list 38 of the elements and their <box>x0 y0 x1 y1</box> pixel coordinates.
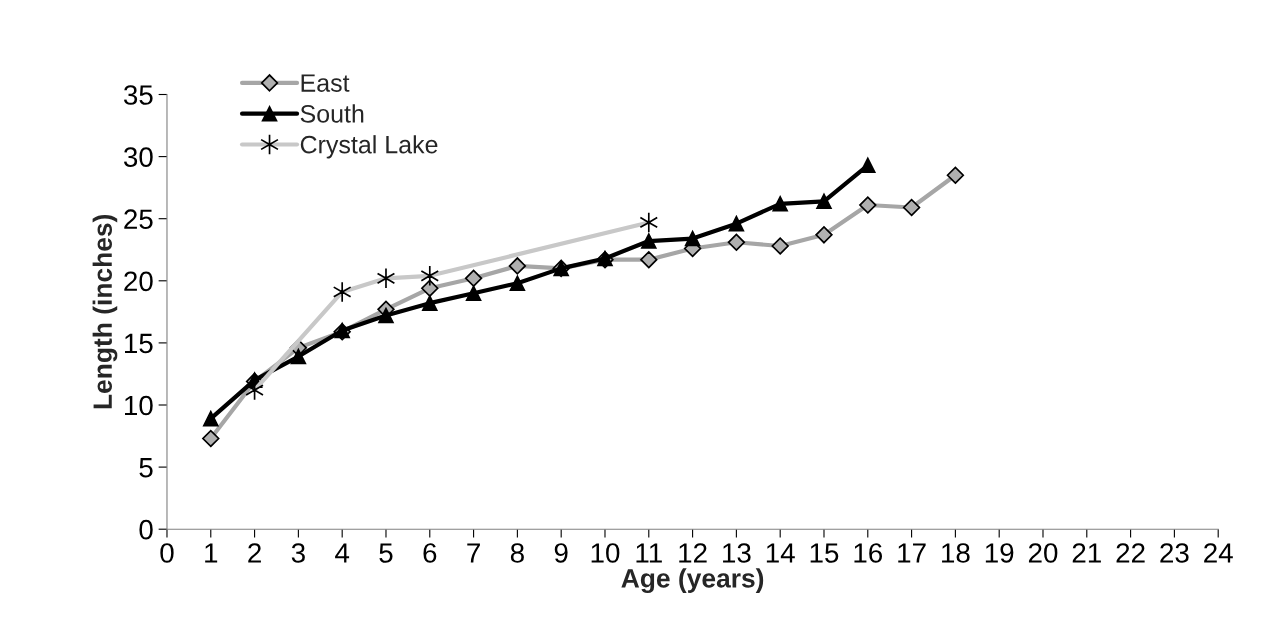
x-tick-label: 6 <box>423 543 437 563</box>
y-tick-label: 15 <box>125 333 153 354</box>
x-tick-label: 2 <box>248 543 261 563</box>
x-tick-label: 12 <box>679 543 707 563</box>
y-tick-label: 0 <box>139 519 153 540</box>
x-tick-label: 24 <box>1204 543 1233 563</box>
y-tick-label: 10 <box>125 395 153 416</box>
y-tick-label: 35 <box>123 85 153 105</box>
x-tick-label: 0 <box>160 543 174 563</box>
legend-label: Crystal Lake <box>300 135 438 159</box>
x-tick-label: 19 <box>985 543 1014 563</box>
y-tick-label: 30 <box>123 147 153 167</box>
x-tick-label: 7 <box>467 543 480 563</box>
x-tick-label: 1 <box>205 543 218 563</box>
legend-label: East <box>301 74 350 92</box>
x-tick-label: 8 <box>510 543 524 563</box>
legend-label: South <box>300 104 364 123</box>
x-tick-label: 17 <box>898 543 926 563</box>
x-tick-label: 16 <box>854 543 883 563</box>
x-tick-label: 10 <box>591 543 620 563</box>
x-tick-label: 14 <box>766 543 795 563</box>
x-tick-label: 15 <box>810 543 839 563</box>
y-axis-title: Length (inches) <box>92 214 118 409</box>
x-tick-label: 18 <box>942 543 970 563</box>
x-tick-label: 21 <box>1072 543 1101 563</box>
x-axis-title: Age (years) <box>621 568 764 593</box>
x-tick-label: 13 <box>723 543 751 563</box>
x-tick-label: 23 <box>1160 543 1189 563</box>
y-tick-label: 5 <box>139 458 153 478</box>
x-tick-label: 3 <box>291 543 305 563</box>
y-tick-label: 20 <box>124 271 153 292</box>
x-tick-label: 22 <box>1116 543 1145 563</box>
x-tick-label: 4 <box>335 543 350 563</box>
x-tick-label: 20 <box>1028 543 1058 563</box>
x-tick-label: 11 <box>636 543 662 563</box>
x-tick-label: 5 <box>379 543 393 563</box>
y-tick-label: 25 <box>124 209 153 230</box>
x-tick-label: 9 <box>554 543 568 563</box>
